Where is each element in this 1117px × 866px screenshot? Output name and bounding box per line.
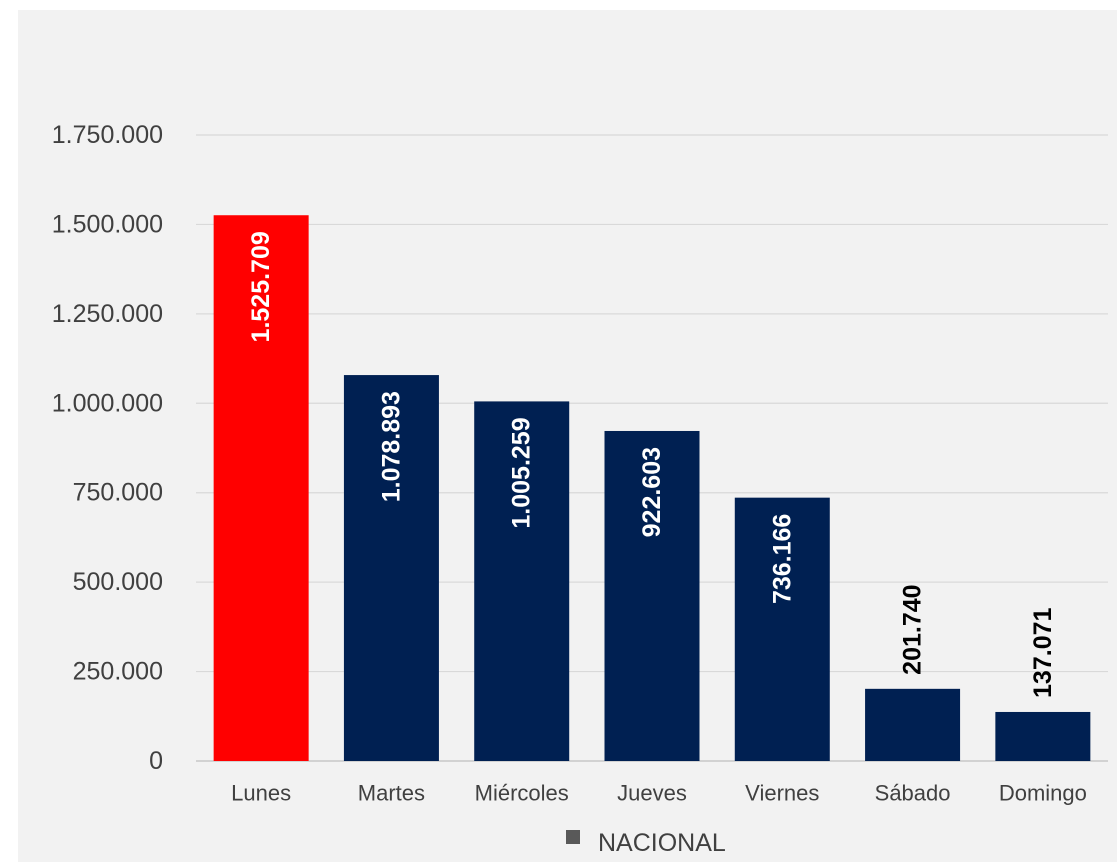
x-tick-label: Viernes: [745, 781, 819, 806]
data-label: 137.071: [1029, 608, 1057, 698]
x-axis-ticks: Lunes Martes Miércoles Jueves Viernes Sábado D…: [231, 781, 1087, 806]
legend-swatch: [566, 830, 580, 844]
bars: [213, 215, 1091, 761]
data-labels: 1.525.709 1.078.893 1.005.259 922.603 736.16…: [247, 231, 1057, 698]
data-label: 1.005.259: [508, 417, 536, 528]
data-label: 1.525.709: [247, 231, 275, 342]
x-tick-label: Miércoles: [475, 781, 569, 806]
bar-jueves: [604, 430, 700, 761]
data-label: 736.166: [768, 514, 796, 604]
y-tick-label: 1.250.000: [52, 300, 163, 328]
bar-miércoles: [474, 401, 570, 761]
x-tick-label: Sábado: [875, 781, 951, 806]
bar-sábado: [865, 688, 961, 761]
y-tick-label: 1.500.000: [52, 210, 163, 238]
legend: NACIONAL: [566, 823, 726, 863]
data-label: 922.603: [638, 447, 666, 537]
y-tick-label: 250.000: [73, 658, 163, 686]
y-tick-label: 750.000: [73, 479, 163, 507]
x-tick-label: Lunes: [231, 781, 291, 806]
x-tick-label: Jueves: [617, 781, 687, 806]
data-label: 1.078.893: [377, 391, 405, 502]
legend-label: NACIONAL: [598, 828, 726, 857]
y-axis-ticks: 0 250.000 500.000 750.000 1.000.000 1.250.000…: [52, 121, 163, 775]
y-tick-label: 1.750.000: [52, 121, 163, 149]
data-label: 201.740: [899, 584, 927, 674]
bar-viernes: [734, 497, 830, 761]
y-tick-label: 500.000: [73, 568, 163, 596]
x-tick-label: Domingo: [999, 781, 1087, 806]
y-tick-label: 1.000.000: [52, 389, 163, 417]
bar-domingo: [995, 711, 1091, 761]
x-tick-label: Martes: [358, 781, 425, 806]
bar-lunes: [213, 215, 309, 761]
y-tick-label: 0: [149, 747, 163, 775]
bar-martes: [343, 375, 439, 761]
